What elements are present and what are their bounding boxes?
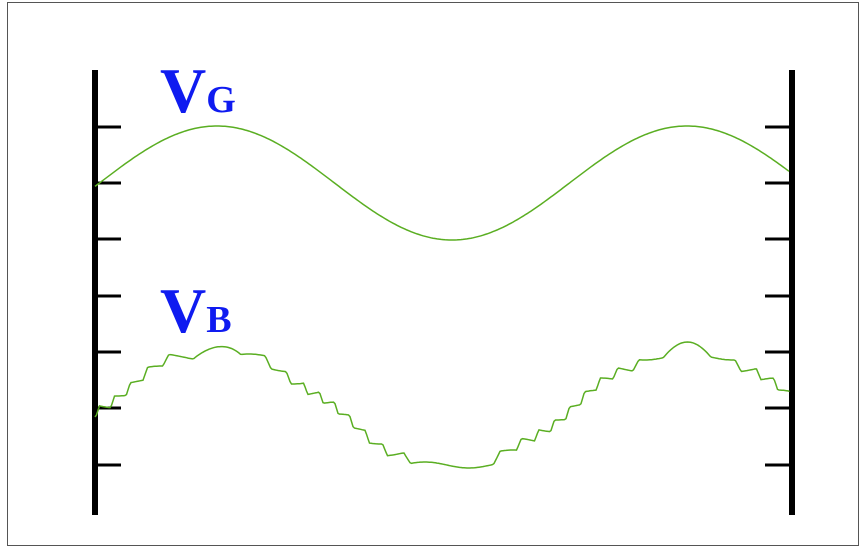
vb-wave	[94, 341, 790, 469]
vb-label: VB	[160, 275, 232, 346]
frame	[7, 2, 859, 546]
vg-label: VG	[160, 55, 236, 126]
vb-sub: B	[206, 299, 231, 341]
vg-wave	[94, 125, 790, 241]
vg-main: V	[160, 55, 206, 126]
vg-sub: G	[206, 79, 236, 121]
vb-main: V	[160, 275, 206, 346]
